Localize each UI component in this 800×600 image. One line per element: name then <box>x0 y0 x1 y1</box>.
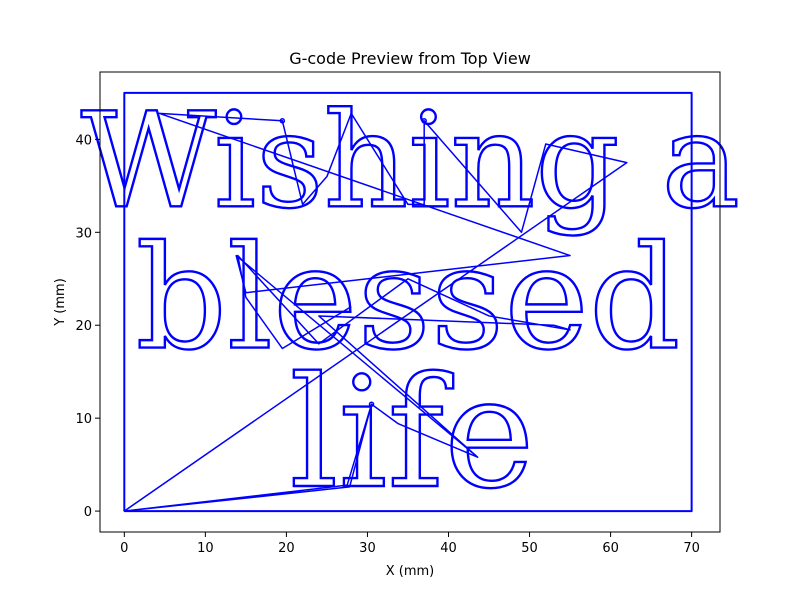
chart-title: G-code Preview from Top View <box>289 49 531 68</box>
x-tick-label: 40 <box>440 541 457 556</box>
y-tick-label: 0 <box>84 505 92 520</box>
y-tick-label: 20 <box>75 319 92 334</box>
border-toolpath <box>123 91 693 513</box>
i-dot-marker <box>368 401 375 407</box>
x-tick-label: 60 <box>602 541 619 556</box>
y-tick-label: 10 <box>75 412 92 427</box>
x-axis-label: X (mm) <box>386 564 435 579</box>
toolpath-text-2: blessed <box>136 215 681 382</box>
axes-frame <box>99 71 721 533</box>
x-axis: 0 10 20 30 40 50 60 70 <box>120 532 700 556</box>
toolpath-text-3: life <box>289 345 534 523</box>
i-dot-marker <box>279 118 286 124</box>
y-axis: 0 10 20 30 40 <box>75 133 100 520</box>
y-tick-label: 30 <box>75 226 92 241</box>
x-tick-label: 30 <box>359 541 376 556</box>
y-tick-label: 40 <box>75 133 92 148</box>
x-tick-label: 70 <box>683 541 700 556</box>
x-tick-label: 50 <box>521 541 538 556</box>
x-tick-label: 0 <box>120 541 128 556</box>
y-axis-label: Y (mm) <box>53 278 68 327</box>
i-dot-marker <box>421 118 427 124</box>
x-tick-label: 10 <box>197 541 214 556</box>
x-tick-label: 20 <box>278 541 295 556</box>
travel-toolpath <box>123 112 628 512</box>
toolpath-text-1: Wishing a <box>81 85 740 238</box>
